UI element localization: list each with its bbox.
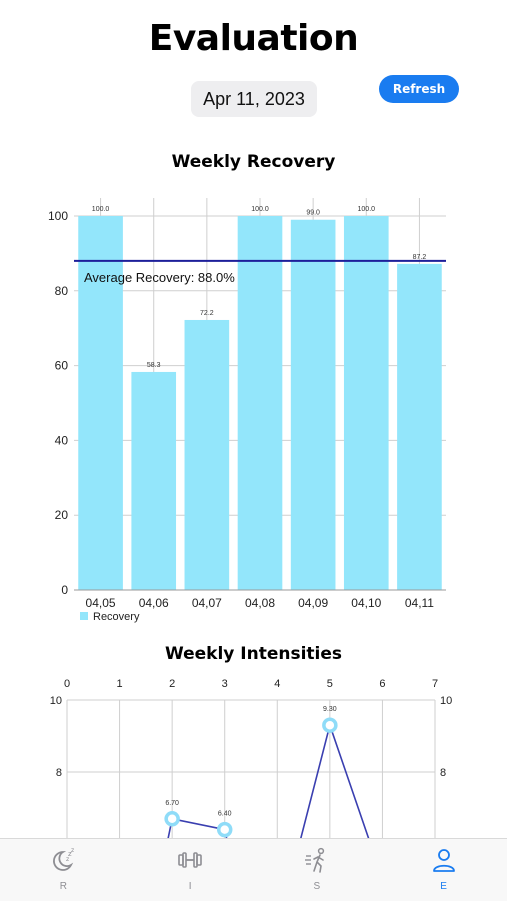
bar-04-07 (184, 319, 230, 590)
x-tick-label: 5 (327, 678, 333, 690)
svg-text:z: z (66, 856, 69, 863)
x-tick-label: 04,10 (351, 596, 381, 610)
bar-value-label: 100.0 (358, 206, 376, 213)
tab-evaluation[interactable]: E (380, 839, 507, 901)
x-tick-label: 3 (222, 678, 228, 690)
y-tick-label: 60 (55, 359, 69, 373)
y-tick-label: 20 (55, 508, 69, 522)
x-tick-label: 7 (432, 678, 438, 690)
bar-04-08 (237, 216, 283, 590)
svg-text:z: z (68, 850, 72, 858)
person-icon (430, 846, 458, 874)
bar-value-label: 58.3 (147, 362, 161, 369)
x-tick-label: 04,06 (139, 596, 169, 610)
intensity-series-line (167, 722, 370, 838)
intensity-value-label: 6.70 (165, 800, 179, 807)
bar-value-label: 72.2 (200, 310, 214, 317)
x-tick-label: 04,08 (245, 596, 275, 610)
x-tick-label: 04,11 (405, 596, 434, 610)
svg-text:z: z (71, 847, 74, 854)
weekly-recovery-title: Weekly Recovery (171, 152, 336, 172)
date-picker[interactable]: Apr 11, 2023 (191, 81, 317, 117)
bar-value-label: 100.0 (92, 206, 110, 213)
y-tick-label-right: 8 (440, 767, 446, 779)
intensity-point (164, 811, 180, 827)
y-tick-label-left: 8 (56, 767, 62, 779)
tab-bar: z z z R I (0, 838, 507, 901)
weekly-intensities-title: Weekly Intensities (164, 644, 343, 664)
bar-04-11 (397, 263, 442, 590)
x-tick-label: 4 (274, 678, 280, 690)
tab-steps[interactable]: S (254, 839, 381, 901)
x-tick-label: 2 (169, 678, 175, 690)
tab-recovery[interactable]: z z z R (0, 839, 127, 901)
intensity-value-label: 9.30 (323, 706, 337, 713)
intensity-value-label: 6.40 (218, 811, 232, 818)
dumbbell-icon (176, 846, 204, 874)
tab-label: I (188, 881, 192, 892)
bar-04-09 (290, 219, 336, 591)
y-tick-label-right: 10 (440, 695, 452, 707)
bar-value-label: 99.0 (306, 210, 320, 217)
x-tick-label: 04,05 (86, 596, 116, 610)
average-recovery-label: Average Recovery: 88.0% (84, 270, 235, 285)
moon-sleep-icon: z z z (49, 846, 77, 874)
x-tick-label: 04,07 (192, 596, 222, 610)
legend-label: Recovery (93, 611, 140, 623)
legend-swatch (80, 612, 88, 620)
page-title: Evaluation (148, 18, 359, 59)
bar-value-label: 100.0 (251, 206, 269, 213)
bar-04-10 (343, 216, 389, 590)
tab-label: S (313, 881, 321, 892)
weekly-intensities-chart: 0 1 2 3 4 5 6 7 8 8 10 10 6.70 6.40 9.30 (50, 678, 452, 838)
tab-label: E (440, 881, 447, 892)
x-tick-label: 0 (64, 678, 70, 690)
y-tick-label-left: 10 (50, 695, 62, 707)
y-tick-label: 80 (55, 284, 69, 298)
y-tick-label: 100 (48, 209, 68, 223)
weekly-recovery-chart: 0 20 40 60 80 100 100.0 04,05 58.3 04,06 72.2 04,07… (48, 198, 446, 623)
refresh-button[interactable]: Refresh (379, 75, 459, 103)
y-tick-label: 0 (61, 583, 68, 597)
x-tick-label: 1 (117, 678, 123, 690)
tab-intensity[interactable]: I (127, 839, 254, 901)
bar-04-06 (131, 371, 177, 590)
x-tick-label: 04,09 (298, 596, 328, 610)
intensity-point (216, 821, 233, 838)
bar-04-05 (78, 216, 123, 590)
tab-label: R (59, 881, 67, 892)
running-figure-icon (303, 846, 331, 874)
intensity-point (322, 717, 338, 733)
x-tick-label: 6 (379, 678, 385, 690)
y-tick-label: 40 (55, 433, 69, 447)
bar-value-label: 87.2 (413, 254, 427, 261)
